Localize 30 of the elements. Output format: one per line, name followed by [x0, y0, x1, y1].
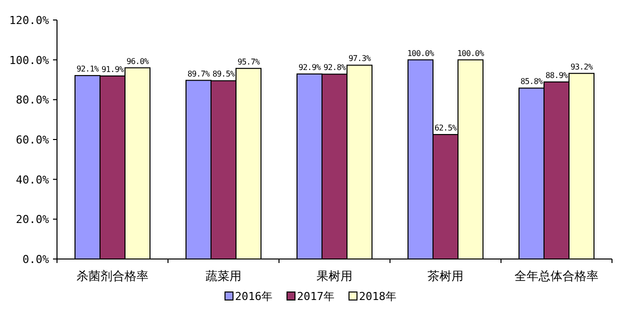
y-tick-label: 120.0% — [9, 14, 50, 27]
data-label: 91.9% — [101, 64, 124, 74]
data-label: 92.1% — [76, 64, 100, 74]
data-label: 93.2% — [570, 62, 594, 72]
data-label: 97.3% — [348, 54, 372, 64]
data-label: 89.5% — [212, 70, 236, 79]
data-label: 92.8% — [323, 63, 346, 72]
x-tick-label: 蔬菜用 — [206, 269, 242, 283]
legend-label: 2016年 — [235, 290, 272, 303]
y-tick-label: 80.0% — [16, 94, 50, 107]
data-label: 100.0% — [457, 48, 484, 58]
data-label: 89.7% — [187, 69, 210, 78]
y-tick-label: 0.0% — [22, 253, 50, 266]
data-label: 85.8% — [520, 77, 544, 86]
data-label: 100.0% — [407, 48, 434, 58]
legend-label: 2017年 — [297, 290, 334, 303]
data-label: 96.0% — [126, 56, 150, 66]
data-label: 95.7% — [237, 57, 260, 66]
y-tick-label: 60.0% — [16, 134, 50, 146]
data-label: 88.9% — [545, 70, 568, 80]
y-tick-label: 100.0% — [9, 54, 50, 67]
x-tick-label: 果树用 — [316, 269, 352, 283]
x-tick-label: 茶树用 — [428, 269, 464, 283]
data-label: 62.5% — [434, 124, 458, 133]
x-tick-label: 全年总体合格率 — [514, 269, 598, 283]
x-tick-label: 杀菌剂合格率 — [76, 269, 148, 283]
y-tick-label: 40.0% — [16, 173, 50, 186]
y-tick-label: 20.0% — [16, 213, 50, 226]
data-label: 92.9% — [298, 62, 322, 72]
legend-label: 2018年 — [359, 290, 396, 303]
